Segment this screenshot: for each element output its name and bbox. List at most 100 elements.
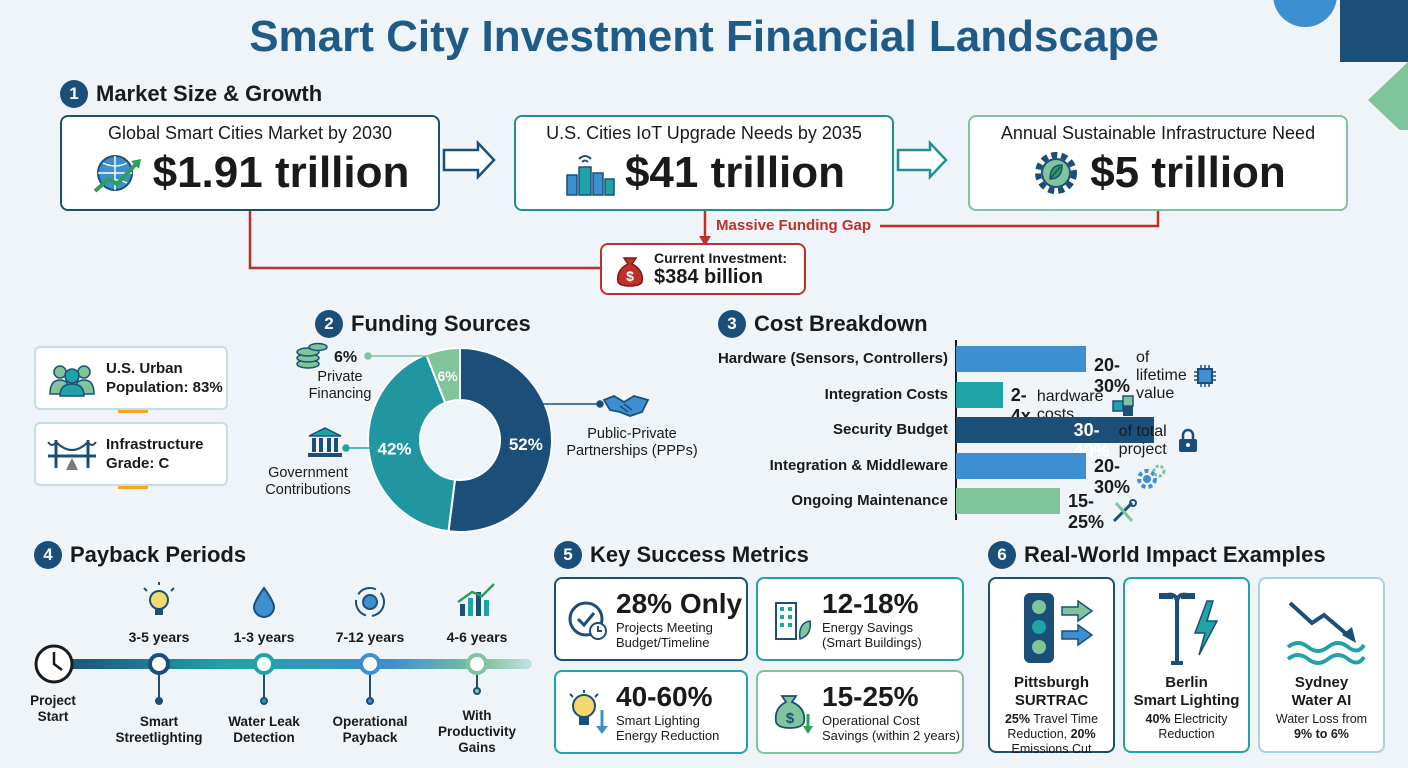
metric-card: $ 15-25% Operational Cost Savings (withi… [756,670,964,754]
section-impact-heading: 6 Real-World Impact Examples [988,541,1326,569]
section-funding-heading: 2 Funding Sources [315,310,531,338]
metric-line2: Savings (within 2 years) [822,728,960,743]
handshake-icon [602,394,650,417]
metric-card: 40-60% Smart Lighting Energy Reduction [554,670,748,754]
impact-stat: 25% [1004,712,1030,726]
cost-note-text: of lifetime value [1136,349,1187,402]
impact-text: Electricity [1170,712,1228,726]
puzzle-icon [1110,393,1136,419]
payback-years: 3-5 years [128,629,190,645]
gears-icon [1136,464,1166,490]
impact-name: Smart Lighting [1133,692,1240,709]
cost-row-label: Integration & Middleware [769,456,948,474]
cost-row-label: Security Budget [832,421,948,438]
market-connectors [248,139,1160,270]
people-icon [49,365,95,397]
cost-bar [956,417,1154,443]
cost-note: 20-30% of lifetime value [1094,349,1217,403]
payback-item-label: Operational Payback [332,714,408,745]
government-building-icon [308,427,342,457]
donut-slice [367,353,457,533]
section-title: Payback Periods [70,542,247,567]
metric-value: 12-18% [822,588,919,619]
cost-value: 15-25% [1068,491,1105,532]
impact-stat: 40% [1145,712,1171,726]
corner-decoration [1273,0,1408,130]
section-metrics-heading: 5 Key Success Metrics [554,541,809,569]
metric-value: 40-60% [616,681,713,712]
chip-icon [1193,364,1217,388]
impact-stat: 20% [1070,727,1096,741]
ppp-label: Public-Private Partnerships (PPPs) [566,426,698,459]
tools-icon [1110,499,1138,525]
section-number: 6 [988,541,1016,569]
water-wave-icon [1286,601,1366,665]
metric-card: 28% Only Projects Meeting Budget/Timelin… [554,577,748,661]
section-title: Cost Breakdown [754,311,928,336]
payback-years: 7-12 years [335,629,405,645]
section-title: Market Size & Growth [96,81,323,106]
bridge-icon [47,440,97,470]
impact-text: Travel Time [1029,712,1099,726]
divider-accent [118,486,148,489]
donut-slice [424,346,461,405]
funding-gap-label: Massive Funding Gap [716,217,872,234]
coin-stack-icon [296,342,328,369]
current-investment-box: $ Current Investment: $384 billion [600,243,806,295]
funding-donut-chart: 52% 42% 6% [367,346,553,533]
cost-note: 30-40% of total project [1074,420,1200,462]
market-box-global: Global Smart Cities Market by 2030 $1.91… [60,115,440,211]
metric-line1: Energy Savings [822,620,914,635]
impact-city: Berlin [1165,674,1208,691]
metric-line1: Operational Cost [822,713,920,728]
market-box-value: $41 trillion [624,148,846,197]
private-financing-pct: 6% [334,349,358,366]
cost-bar [956,452,1086,479]
section-market-heading: 1 Market Size & Growth [60,80,322,108]
urban-population-label: U.S. Urban Population: 83% [106,360,223,396]
market-box-label: U.S. Cities IoT Upgrade Needs by 2035 [546,123,862,143]
metric-card: 12-18% Energy Savings (Smart Buildings) [756,577,964,661]
current-investment-value: $384 billion [654,265,763,288]
funding-leader-lines [342,352,604,452]
cycle-gear-icon [355,587,385,617]
cost-bar [956,488,1060,514]
urban-population-card: U.S. Urban Population: 83% [34,346,228,410]
impact-text: Water Loss from [1275,712,1368,726]
impact-stat: 9% to 6% [1294,727,1349,741]
market-box-sustainable: Annual Sustainable Infrastructure Need $… [968,115,1348,211]
cost-value: 20-30% [1094,455,1131,497]
payback-item-label: Water Leak Detection [228,714,300,745]
cost-bar [956,346,1086,372]
globe-growth-icon [93,155,141,193]
cost-bar [956,381,1003,408]
section-number: 3 [718,310,746,338]
market-box-value: $1.91 trillion [152,148,410,197]
money-bag-down-icon: $ [774,695,813,734]
impact-city: Pittsburgh [1014,674,1089,691]
impact-card-pittsburgh: Pittsburgh SURTRAC 25% Travel Time Reduct… [988,577,1115,756]
section-payback-heading: 4 Payback Periods [34,541,246,569]
donut-slice [447,346,553,533]
svg-text:$: $ [626,268,634,284]
impact-name: SURTRAC [1014,692,1089,709]
section-number: 1 [60,80,88,108]
cost-row-label: Integration Costs [824,385,948,403]
donut-slice-label: 42% [378,439,412,458]
payback-item-label: With Productivity Gains [437,708,516,755]
section-number: 2 [315,310,343,338]
impact-city: Sydney [1294,674,1349,691]
cost-row-label: Ongoing Maintenance [791,492,948,509]
private-financing-label: Private Financing [308,369,372,402]
market-box-us-iot: U.S. Cities IoT Upgrade Needs by 2035 $4… [514,115,894,211]
metric-line2: Budget/Timeline [616,635,710,650]
bulb-down-icon [569,690,608,734]
donut-slice-label: 52% [509,435,543,454]
divider-accent [118,410,148,413]
money-bag-icon: $ [616,257,644,287]
donut-slice-label: 6% [438,368,459,384]
section-number: 4 [34,541,62,569]
payback-years: 1-3 years [233,629,295,645]
page-title: Smart City Investment Financial Landscap… [249,12,1159,61]
svg-text:$: $ [786,710,795,727]
